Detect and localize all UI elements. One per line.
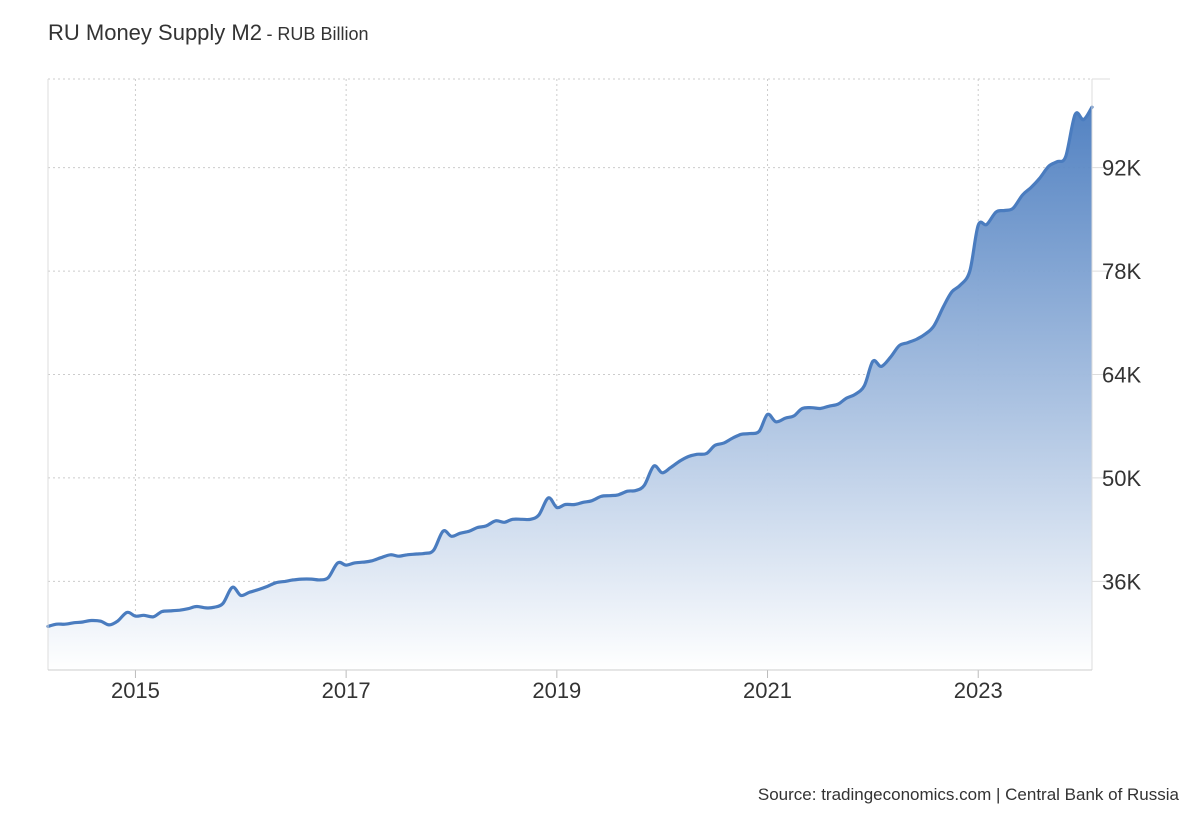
area-fill-layer [46, 105, 1094, 671]
tick-labels: 36K 50K 64K 78K 92K 2015 2017 2019 2021 2023 [111, 156, 1142, 703]
chart-title: RU Money Supply M2 [48, 20, 262, 45]
area-fill [48, 107, 1092, 671]
y-tick-label: 50K [1102, 466, 1141, 491]
chart-subtitle: - RUB Billion [266, 24, 369, 44]
y-tick-label: 64K [1102, 363, 1141, 388]
chart-title-block: RU Money Supply M2 - RUB Billion [48, 20, 368, 46]
source-note: Source: tradingeconomics.com | Central B… [757, 785, 1179, 804]
x-tick-label: 2021 [743, 678, 792, 703]
x-tick-label: 2015 [111, 678, 160, 703]
x-tick-label: 2023 [954, 678, 1003, 703]
x-tick-label: 2017 [322, 678, 371, 703]
y-tick-label: 36K [1102, 569, 1141, 594]
axis-layer [47, 78, 1110, 678]
y-tick-label: 92K [1102, 156, 1141, 181]
x-tick-label: 2019 [532, 678, 581, 703]
series-line [46, 105, 1094, 628]
y-tick-label: 78K [1102, 259, 1141, 284]
